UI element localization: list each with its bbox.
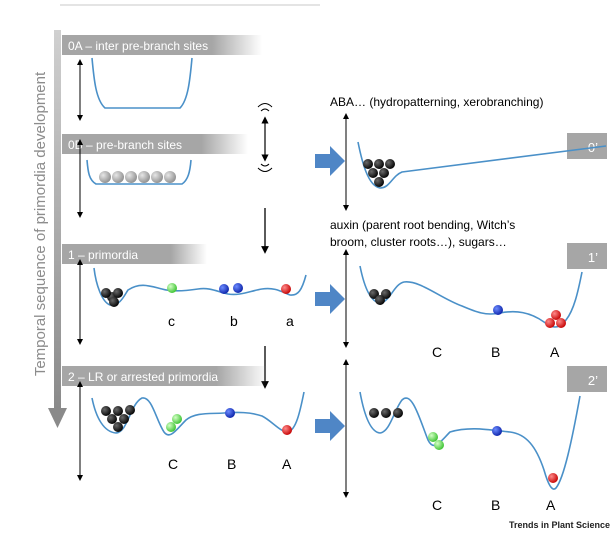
wave-icon bbox=[257, 103, 273, 108]
grey-ball bbox=[151, 171, 163, 183]
black-ball bbox=[107, 414, 117, 424]
red-ball bbox=[281, 284, 291, 294]
grey-ball bbox=[164, 171, 176, 183]
red-ball bbox=[556, 318, 566, 328]
stage-0a-banner bbox=[62, 35, 262, 55]
stage-1-prime-landscape-curve bbox=[359, 265, 583, 328]
black-ball bbox=[385, 159, 395, 169]
stage-1-banner bbox=[62, 244, 207, 264]
journal-credit: Trends in Plant Science bbox=[509, 520, 610, 530]
wave-icon bbox=[260, 163, 270, 167]
green-ball bbox=[167, 283, 177, 293]
stage-0b-title: 0B – pre-branch sites bbox=[68, 138, 182, 152]
green-ball bbox=[172, 414, 182, 424]
temporal-axis-shaft bbox=[54, 30, 61, 410]
wave-icon bbox=[257, 167, 273, 172]
fluctuation-indicator bbox=[257, 103, 273, 172]
black-ball bbox=[381, 408, 391, 418]
stage-1-label-b: b bbox=[230, 313, 238, 329]
black-ball bbox=[363, 159, 373, 169]
stage-0a-panel: 0A – inter pre-branch sites bbox=[62, 35, 262, 121]
stage-2-label-A: A bbox=[282, 456, 292, 472]
block-arrow-0 bbox=[315, 146, 345, 176]
red-ball bbox=[548, 473, 558, 483]
stage-1-prime-badge bbox=[567, 243, 607, 269]
stage-1-prime-panel: auxin (parent root bending, Witch’s broo… bbox=[330, 218, 607, 360]
black-ball bbox=[113, 406, 123, 416]
black-ball bbox=[368, 168, 378, 178]
black-ball bbox=[113, 422, 123, 432]
blue-ball bbox=[225, 408, 235, 418]
wave-icon bbox=[260, 108, 270, 112]
stage-2-prime-landscape-curve bbox=[359, 391, 581, 490]
green-ball bbox=[428, 432, 438, 442]
red-ball bbox=[551, 310, 561, 320]
black-ball bbox=[375, 295, 385, 305]
stage-2-label-B: B bbox=[227, 456, 236, 472]
blue-ball bbox=[219, 284, 229, 294]
black-ball bbox=[374, 159, 384, 169]
red-ball bbox=[545, 318, 555, 328]
stage-2-prime-label-A: A bbox=[546, 497, 556, 513]
stage-1-label-c: c bbox=[168, 313, 175, 329]
grey-ball bbox=[138, 171, 150, 183]
stage-2-prime-label: 2’ bbox=[588, 373, 598, 388]
green-ball bbox=[166, 422, 176, 432]
black-ball bbox=[393, 408, 403, 418]
stage-0-prime-panel: ABA… (hydropatterning, xerobranching) 0’ bbox=[330, 95, 607, 211]
black-ball bbox=[125, 405, 135, 415]
stage-0a-title: 0A – inter pre-branch sites bbox=[68, 39, 208, 53]
stage-1-panel: 1 – primordia c b a bbox=[62, 244, 307, 345]
black-ball bbox=[101, 406, 111, 416]
green-ball bbox=[434, 440, 444, 450]
black-ball bbox=[101, 288, 111, 298]
stage-0b-banner bbox=[62, 134, 248, 154]
stage-2-landscape-curve bbox=[91, 391, 305, 436]
stage-1-label-a: a bbox=[286, 313, 294, 329]
stage-2-banner bbox=[62, 366, 268, 386]
stage-2-prime-badge bbox=[567, 366, 607, 392]
grey-ball bbox=[112, 171, 124, 183]
stage-2-panel: 2 – LR or arrested primordia C B A bbox=[62, 366, 305, 481]
temporal-axis: Temporal sequence of primordia developme… bbox=[32, 30, 67, 428]
stage-1-prime-label-C: C bbox=[432, 344, 442, 360]
black-ball bbox=[113, 288, 123, 298]
aba-note: ABA… (hydropatterning, xerobranching) bbox=[330, 95, 543, 109]
blue-ball bbox=[233, 283, 243, 293]
stage-2-prime-label-B: B bbox=[491, 497, 500, 513]
blue-ball bbox=[493, 305, 503, 315]
black-ball bbox=[109, 297, 119, 307]
stage-2-label-C: C bbox=[168, 456, 178, 472]
auxin-note-line1: auxin (parent root bending, Witch’s bbox=[330, 218, 515, 232]
stage-0b-landscape-curve bbox=[86, 159, 192, 185]
black-ball bbox=[369, 408, 379, 418]
grey-ball bbox=[99, 171, 111, 183]
stage-1-prime-label: 1’ bbox=[588, 250, 598, 265]
block-arrow-1 bbox=[315, 284, 345, 314]
temporal-axis-label: Temporal sequence of primordia developme… bbox=[32, 71, 49, 376]
stage-1-prime-label-B: B bbox=[491, 344, 500, 360]
stage-0a-landscape-curve bbox=[91, 57, 193, 109]
stage-1-landscape-curve bbox=[93, 267, 307, 306]
stage-1-prime-label-A: A bbox=[550, 344, 560, 360]
stage-2-prime-panel: 2’ C B A bbox=[343, 359, 607, 513]
stage-2-title: 2 – LR or arrested primordia bbox=[68, 370, 218, 384]
stage-2-prime-label-C: C bbox=[432, 497, 442, 513]
black-ball bbox=[379, 168, 389, 178]
red-ball bbox=[282, 425, 292, 435]
stage-0-prime-landscape-curve bbox=[357, 141, 607, 189]
black-ball bbox=[119, 414, 129, 424]
stage-1-title: 1 – primordia bbox=[68, 248, 138, 262]
grey-ball bbox=[125, 171, 137, 183]
stage-0b-panel: 0B – pre-branch sites bbox=[62, 134, 248, 218]
temporal-axis-arrowhead bbox=[48, 408, 67, 428]
auxin-note-line2: broom, cluster roots…), sugars… bbox=[330, 235, 507, 249]
black-ball bbox=[374, 177, 384, 187]
blue-ball bbox=[492, 426, 502, 436]
block-arrow-2 bbox=[315, 411, 345, 441]
